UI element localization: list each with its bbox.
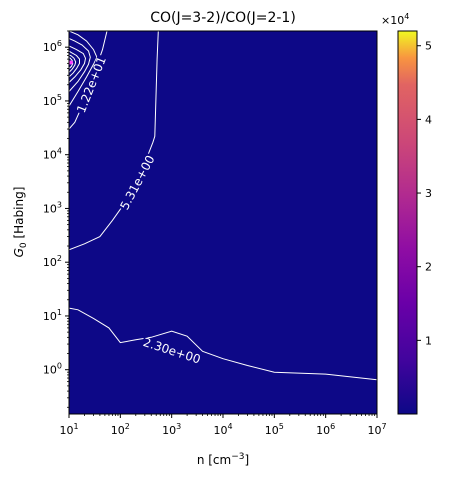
x-tick-label: 101 — [59, 422, 78, 437]
contour-line — [69, 50, 80, 78]
x-label-exp: −3 — [231, 452, 244, 462]
colorbar-tick-label: 4 — [425, 113, 432, 126]
contour-label-gap — [141, 336, 203, 366]
y-tick-label: 103 — [43, 200, 62, 215]
x-label-base: n [cm — [197, 453, 231, 467]
colorbar — [397, 30, 418, 415]
x-axis-label: n [cm−3] — [197, 452, 249, 467]
heatmap-field — [69, 31, 377, 414]
colorbar-multiplier-exp: 4 — [404, 12, 409, 21]
contour-line — [69, 38, 91, 92]
x-tick-label: 103 — [162, 422, 181, 437]
y-tick-label: 106 — [43, 39, 62, 54]
chart-title: CO(J=3-2)/CO(J=2-1) — [150, 10, 296, 26]
x-tick-label: 105 — [265, 422, 284, 437]
y-tick-label: 102 — [43, 254, 62, 269]
contour-line — [69, 307, 377, 381]
colorbar-multiplier: ×104 — [381, 12, 409, 27]
x-label-close: ] — [244, 453, 249, 467]
x-axis: 101 102 103 104 105 106 107 — [59, 414, 387, 437]
x-tick-label: 107 — [367, 422, 386, 437]
y-axis-label: G0 [Habing] — [12, 187, 29, 258]
contour-label-gap — [118, 153, 157, 213]
y-tick-label: 100 — [43, 362, 62, 377]
peak-marker — [69, 60, 74, 65]
x-tick-label: 106 — [316, 422, 335, 437]
colorbar-tick-label: 3 — [425, 187, 432, 200]
y-label-rest: [Habing] — [12, 187, 26, 243]
colorbar-tick-label: 2 — [425, 261, 432, 274]
y-label-symbol: G — [12, 248, 26, 257]
contour-lines — [69, 31, 377, 381]
colorbar-ticks: 1 2 3 4 5 — [417, 40, 432, 347]
contour-line — [69, 45, 87, 83]
colorbar-tick-label: 5 — [425, 40, 432, 53]
colorbar-tick-label: 1 — [425, 334, 432, 347]
y-label-subscript: 0 — [19, 242, 29, 248]
y-axis: 100 101 102 103 104 105 106 — [43, 30, 69, 408]
y-tick-label: 105 — [43, 93, 62, 108]
x-tick-label: 102 — [111, 422, 130, 437]
y-tick-label: 104 — [43, 147, 62, 162]
x-tick-label: 104 — [213, 422, 232, 437]
contour-line — [69, 54, 77, 73]
colorbar-multiplier-base: ×10 — [381, 14, 404, 27]
contour-line — [69, 31, 98, 107]
y-tick-label: 101 — [43, 308, 62, 323]
contour-label-gap — [75, 54, 108, 116]
